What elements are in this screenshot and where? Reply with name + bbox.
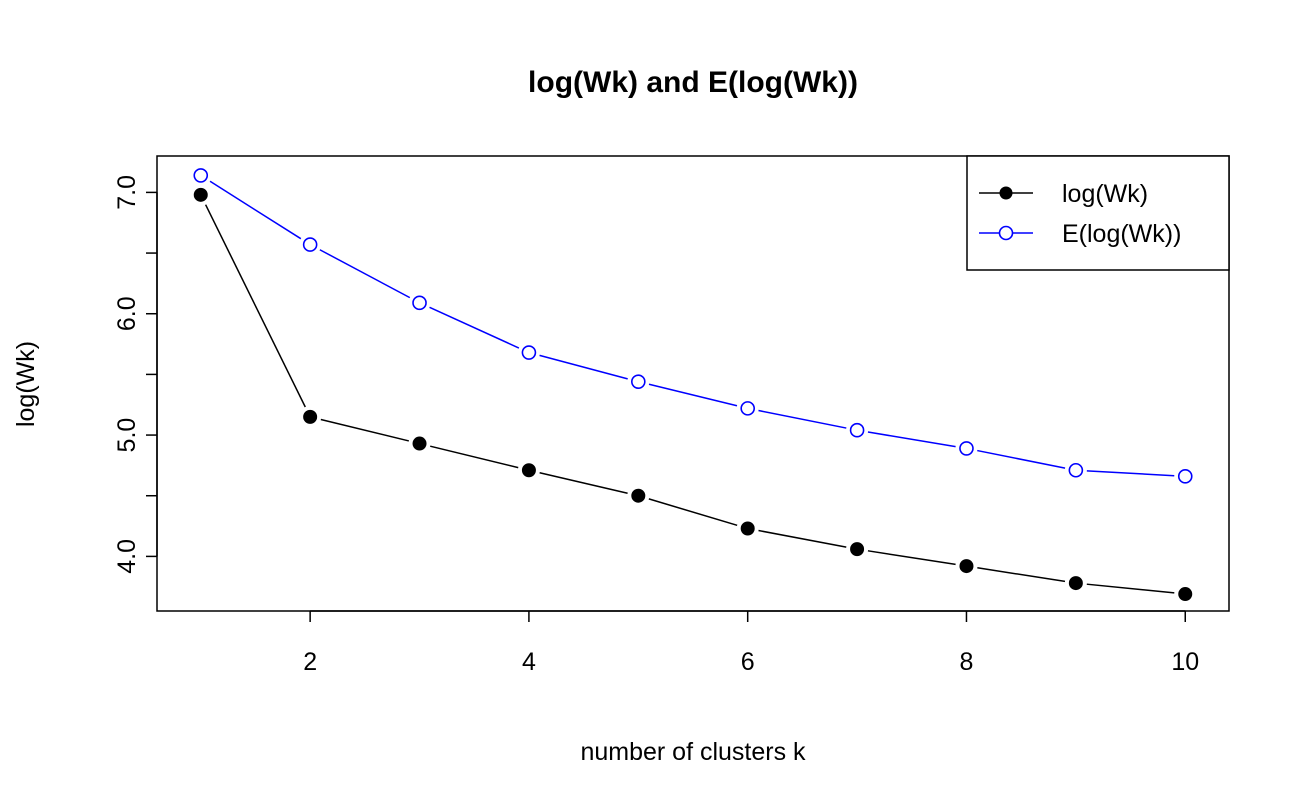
data-point bbox=[740, 401, 755, 416]
data-point bbox=[740, 521, 755, 536]
series-line-segment bbox=[204, 204, 306, 408]
series-line-segment bbox=[319, 249, 411, 299]
legend-marker bbox=[999, 186, 1013, 200]
data-point bbox=[1068, 576, 1083, 591]
series-line-segment bbox=[320, 418, 410, 442]
data-point bbox=[959, 441, 974, 456]
data-point bbox=[1177, 469, 1193, 484]
legend: log(Wk) E(log(Wk)) bbox=[966, 155, 1230, 271]
series-1 bbox=[193, 187, 1193, 602]
series-line-segment bbox=[1086, 583, 1175, 594]
data-point bbox=[302, 237, 318, 252]
series-layer bbox=[193, 168, 1193, 602]
data-point bbox=[412, 295, 427, 311]
series-line-segment bbox=[977, 449, 1066, 469]
data-point bbox=[959, 559, 974, 574]
data-point bbox=[521, 345, 537, 360]
data-point bbox=[412, 436, 427, 451]
legend-label: log(Wk) bbox=[1062, 180, 1148, 208]
data-point bbox=[631, 488, 646, 503]
series-line-segment bbox=[648, 383, 738, 407]
series-line-segment bbox=[430, 445, 519, 469]
y-tick-label: 5.0 bbox=[113, 418, 141, 453]
legend-label: E(log(Wk)) bbox=[1062, 220, 1181, 248]
series-line-segment bbox=[867, 431, 956, 448]
data-point bbox=[849, 422, 865, 438]
x-tick-label: 10 bbox=[1171, 648, 1199, 676]
series-line-segment bbox=[867, 550, 956, 566]
chart-title: log(Wk) and E(log(Wk)) bbox=[528, 66, 858, 99]
series-line-segment bbox=[209, 180, 302, 240]
x-tick-label: 6 bbox=[741, 648, 755, 676]
x-tick-label: 8 bbox=[960, 648, 974, 676]
x-tick-label: 4 bbox=[522, 648, 536, 676]
series-line-segment bbox=[1086, 470, 1175, 477]
series-line-segment bbox=[758, 409, 847, 429]
data-point bbox=[193, 187, 208, 202]
series-2 bbox=[193, 168, 1193, 484]
series-line-segment bbox=[539, 354, 628, 380]
series-line-segment bbox=[977, 567, 1066, 583]
data-point bbox=[1068, 462, 1084, 478]
x-axis-label: number of clusters k bbox=[580, 738, 806, 766]
series-line-segment bbox=[539, 472, 628, 494]
data-point bbox=[631, 374, 646, 389]
legend-item: E(log(Wk)) bbox=[979, 220, 1181, 248]
data-point bbox=[1178, 587, 1193, 602]
data-point bbox=[521, 463, 536, 478]
series-line-segment bbox=[429, 306, 520, 349]
legend-item: log(Wk) bbox=[979, 180, 1148, 208]
data-point bbox=[850, 542, 865, 557]
x-axis: 2 4 6 8 10 bbox=[303, 610, 1199, 676]
x-tick-label: 2 bbox=[303, 648, 317, 676]
legend-box bbox=[966, 155, 1230, 271]
data-point bbox=[303, 409, 318, 424]
y-tick-label: 7.0 bbox=[113, 175, 141, 210]
y-tick-label: 6.0 bbox=[113, 296, 141, 331]
y-tick-label: 4.0 bbox=[113, 539, 141, 574]
series-line-segment bbox=[648, 498, 738, 527]
y-axis-label: log(Wk) bbox=[12, 341, 40, 427]
data-point bbox=[193, 168, 209, 183]
y-axis: 4.0 5.0 6.0 7.0 bbox=[113, 175, 158, 574]
series-line-segment bbox=[758, 529, 847, 548]
legend-marker bbox=[998, 225, 1014, 241]
